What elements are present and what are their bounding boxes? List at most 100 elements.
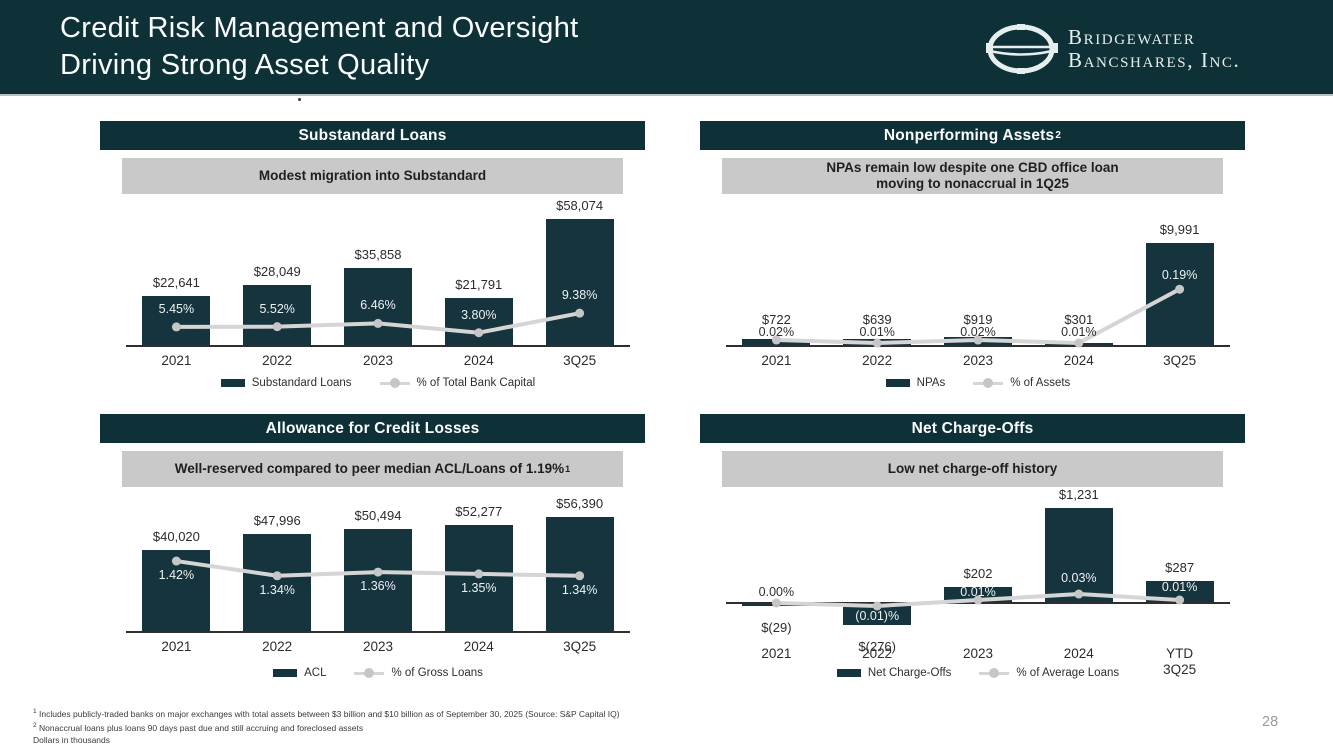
bar-value-label: $40,020 xyxy=(152,529,200,545)
pct-label: 1.42% xyxy=(158,568,195,583)
bar xyxy=(243,534,312,632)
legend-item-line: % of Average Loans xyxy=(979,667,1119,679)
legend-item-line: % of Assets xyxy=(973,377,1070,389)
pct-label: 1.34% xyxy=(561,582,598,597)
pct-label: 5.52% xyxy=(259,301,295,316)
bar-value-label: $50,494 xyxy=(354,508,402,524)
slide-title: Credit Risk Management and Oversight Dri… xyxy=(60,10,880,84)
x-axis-line xyxy=(126,345,630,347)
x-axis-label: YTD 3Q25 xyxy=(1163,646,1197,677)
x-axis-label: 2024 xyxy=(463,353,494,368)
bar-value-label: $287 xyxy=(1165,559,1195,575)
x-axis-label: 2023 xyxy=(362,353,394,368)
bar-value-label: $202 xyxy=(963,566,993,582)
legend-bar-swatch-icon xyxy=(220,379,245,387)
slide-title-line1: Credit Risk Management and Oversight xyxy=(60,12,579,44)
x-axis-label: 2021 xyxy=(161,353,192,368)
legend-line-marker-icon xyxy=(354,668,385,678)
chart-title: Substandard Loans xyxy=(298,126,447,144)
bar-value-label: $52,277 xyxy=(455,504,503,520)
x-axis-label: 2022 xyxy=(862,646,893,661)
x-axis-label: 2022 xyxy=(262,353,293,368)
legend-item-line: % of Gross Loans xyxy=(354,667,483,679)
chart-title-bar: Allowance for Credit Losses xyxy=(100,414,645,443)
bar-value-label: $21,791 xyxy=(455,277,503,293)
chart-title-bar: Substandard Loans xyxy=(100,121,645,150)
slide-title-line2: Driving Strong Asset Quality xyxy=(60,49,430,81)
page-number: 28 xyxy=(1262,714,1279,730)
pct-label: 0.01% xyxy=(1061,325,1097,339)
chart-legend: NPAs % of Assets xyxy=(726,373,1230,393)
footnote-2: 2 Nonaccrual loans plus loans 90 days pa… xyxy=(33,722,364,734)
bar xyxy=(545,219,614,346)
chart-subtitle-text: Modest migration into Substandard xyxy=(258,168,487,183)
logo-text-line1: Bridgewater xyxy=(1068,25,1196,49)
legend-line-marker-icon xyxy=(973,378,1004,388)
chart-title: Nonperforming Assets xyxy=(883,126,1055,144)
chart-subtitle: Well-reserved compared to peer median AC… xyxy=(122,451,623,487)
legend-item-bars: Substandard Loans xyxy=(220,377,352,389)
company-logo: Bridgewater Bancshares, Inc. xyxy=(986,21,1316,77)
legend-bar-label: NPAs xyxy=(916,377,946,389)
pct-label: 0.01% xyxy=(960,585,996,599)
x-axis-label: 2021 xyxy=(161,639,192,654)
chart-legend: Net Charge-Offs % of Average Loans xyxy=(726,663,1230,683)
legend-bar-label: ACL xyxy=(304,667,327,679)
pct-label: 5.45% xyxy=(158,301,195,316)
legend-line-label: % of Assets xyxy=(1010,377,1071,389)
legend-item-line: % of Total Bank Capital xyxy=(379,377,536,389)
x-axis-label: 2023 xyxy=(962,353,994,368)
bar xyxy=(742,604,811,607)
bar xyxy=(344,529,412,632)
legend-item-bars: Net Charge-Offs xyxy=(836,667,952,679)
x-axis-label: 2024 xyxy=(463,639,494,654)
bar-value-label: $(276) xyxy=(858,639,896,655)
bar-value-label: $35,858 xyxy=(354,246,402,262)
x-axis-label: 2021 xyxy=(761,646,792,661)
pct-label: 1.36% xyxy=(360,579,396,594)
bar xyxy=(444,525,513,632)
footnote-1: 1 Includes publicly-traded banks on majo… xyxy=(33,708,620,719)
x-axis-label: 2023 xyxy=(362,639,394,654)
x-axis-label: 3Q25 xyxy=(563,353,597,368)
footnote-3: Dollars in thousands xyxy=(33,734,111,745)
logo-text-line2: Bancshares, Inc. xyxy=(1068,48,1241,72)
chart-title-bar: Nonperforming Assets 2 xyxy=(700,121,1245,150)
legend-bar-swatch-icon xyxy=(885,379,910,387)
pct-label: 0.00% xyxy=(758,585,795,599)
bar-value-label: $(29) xyxy=(761,620,792,636)
bar xyxy=(1145,243,1214,346)
bar xyxy=(142,550,211,632)
x-axis-label: 2024 xyxy=(1063,353,1094,368)
legend-item-bars: NPAs xyxy=(885,377,946,389)
chart-subtitle: Low net charge-off history xyxy=(722,451,1223,487)
x-axis-label: 2022 xyxy=(262,639,293,654)
legend-line-label: % of Gross Loans xyxy=(391,667,483,679)
legend-bar-label: Substandard Loans xyxy=(251,377,352,389)
header-bar: Credit Risk Management and Oversight Dri… xyxy=(0,0,1333,96)
pct-label: 0.01% xyxy=(1161,580,1198,594)
bar-value-label: $22,641 xyxy=(152,275,200,291)
chart-subtitle-superscript: 1 xyxy=(565,464,571,474)
bridge-ellipse-logo-icon xyxy=(986,24,1058,74)
pct-label: (0.01)% xyxy=(855,608,900,623)
x-axis-label: 2021 xyxy=(761,353,792,368)
bar xyxy=(444,298,513,346)
legend-bar-swatch-icon xyxy=(273,669,298,677)
legend-bar-label: Net Charge-Offs xyxy=(867,667,952,679)
pct-label: 1.35% xyxy=(461,580,497,595)
x-axis-line xyxy=(726,602,1230,604)
chart-subtitle: Modest migration into Substandard xyxy=(122,158,623,194)
pct-label: 0.19% xyxy=(1161,268,1198,283)
pct-label: 9.38% xyxy=(561,288,598,303)
chart-title: Allowance for Credit Losses xyxy=(265,419,480,437)
chart-subtitle-text: Well-reserved compared to peer median AC… xyxy=(174,461,565,476)
bar xyxy=(545,517,614,632)
bar xyxy=(843,604,912,626)
x-axis-line xyxy=(126,631,630,633)
bar-value-label: $56,390 xyxy=(556,496,604,511)
legend-line-label: % of Total Bank Capital xyxy=(416,377,536,389)
x-axis-label: 2024 xyxy=(1063,646,1094,661)
pct-label: 0.02% xyxy=(960,325,996,339)
